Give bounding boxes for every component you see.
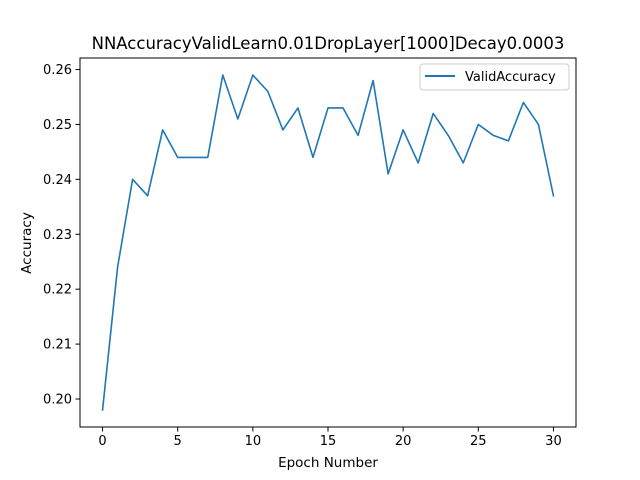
data-point-epoch-26 xyxy=(492,134,494,136)
y-tick-label-0.23: 0.23 xyxy=(43,228,72,243)
data-point-epoch-13 xyxy=(297,107,299,109)
chart-title: NNAccuracyValidLearn0.01DropLayer[1000]D… xyxy=(92,34,565,53)
data-point-epoch-18 xyxy=(372,79,374,81)
y-axis-label: Accuracy xyxy=(19,212,35,274)
data-point-epoch-23 xyxy=(447,134,449,136)
data-point-epoch-17 xyxy=(357,134,359,136)
y-tick-label-0.25: 0.25 xyxy=(43,118,72,133)
legend-box xyxy=(419,63,570,91)
data-point-epoch-30 xyxy=(552,195,554,197)
data-point-epoch-15 xyxy=(327,107,329,109)
data-point-epoch-7 xyxy=(207,156,209,158)
data-point-epoch-12 xyxy=(282,129,284,131)
data-point-epoch-20 xyxy=(402,129,404,131)
x-tick-label-20: 20 xyxy=(395,434,412,449)
y-tick-label-0.24: 0.24 xyxy=(43,173,72,188)
data-point-epoch-16 xyxy=(342,107,344,109)
x-axis-label: Epoch Number xyxy=(278,455,378,471)
series-line-validaccuracy xyxy=(101,74,555,411)
data-point-epoch-19 xyxy=(387,173,389,175)
data-point-epoch-14 xyxy=(312,156,314,158)
data-point-epoch-6 xyxy=(192,156,194,158)
data-point-epoch-5 xyxy=(176,156,178,158)
legend-label-validaccuracy: ValidAccuracy xyxy=(465,70,556,85)
x-tick-label-25: 25 xyxy=(470,434,487,449)
data-point-epoch-2 xyxy=(131,178,133,180)
data-point-epoch-22 xyxy=(432,112,434,114)
data-point-epoch-4 xyxy=(161,129,163,131)
x-tick-label-30: 30 xyxy=(545,434,562,449)
y-tick-label-0.22: 0.22 xyxy=(43,283,72,298)
x-tick-label-5: 5 xyxy=(174,434,182,449)
data-point-epoch-11 xyxy=(267,90,269,92)
plot-area: 0 5 10 15 20 25 30 0.20 0.21 0.22 0.23 0.24 0.25 0.26 xyxy=(43,57,577,449)
y-tick-label-0.26: 0.26 xyxy=(43,63,72,78)
y-tick-label-0.21: 0.21 xyxy=(43,338,72,353)
data-point-epoch-27 xyxy=(507,140,509,142)
data-point-epoch-21 xyxy=(417,162,419,164)
data-point-epoch-28 xyxy=(522,101,524,103)
x-tick-label-0: 0 xyxy=(98,434,106,449)
data-point-epoch-3 xyxy=(146,195,148,197)
data-point-epoch-25 xyxy=(477,123,479,125)
data-point-epoch-8 xyxy=(222,74,224,76)
data-point-epoch-10 xyxy=(252,74,254,76)
data-point-epoch-29 xyxy=(537,123,539,125)
data-point-epoch-1 xyxy=(116,266,118,268)
data-point-epoch-24 xyxy=(462,162,464,164)
data-point-epoch-9 xyxy=(237,118,239,120)
x-tick-label-10: 10 xyxy=(245,434,262,449)
legend: ValidAccuracy xyxy=(419,63,570,91)
y-tick-label-0.20: 0.20 xyxy=(43,392,72,407)
data-point-epoch-0 xyxy=(101,409,103,411)
x-tick-label-15: 15 xyxy=(320,434,337,449)
